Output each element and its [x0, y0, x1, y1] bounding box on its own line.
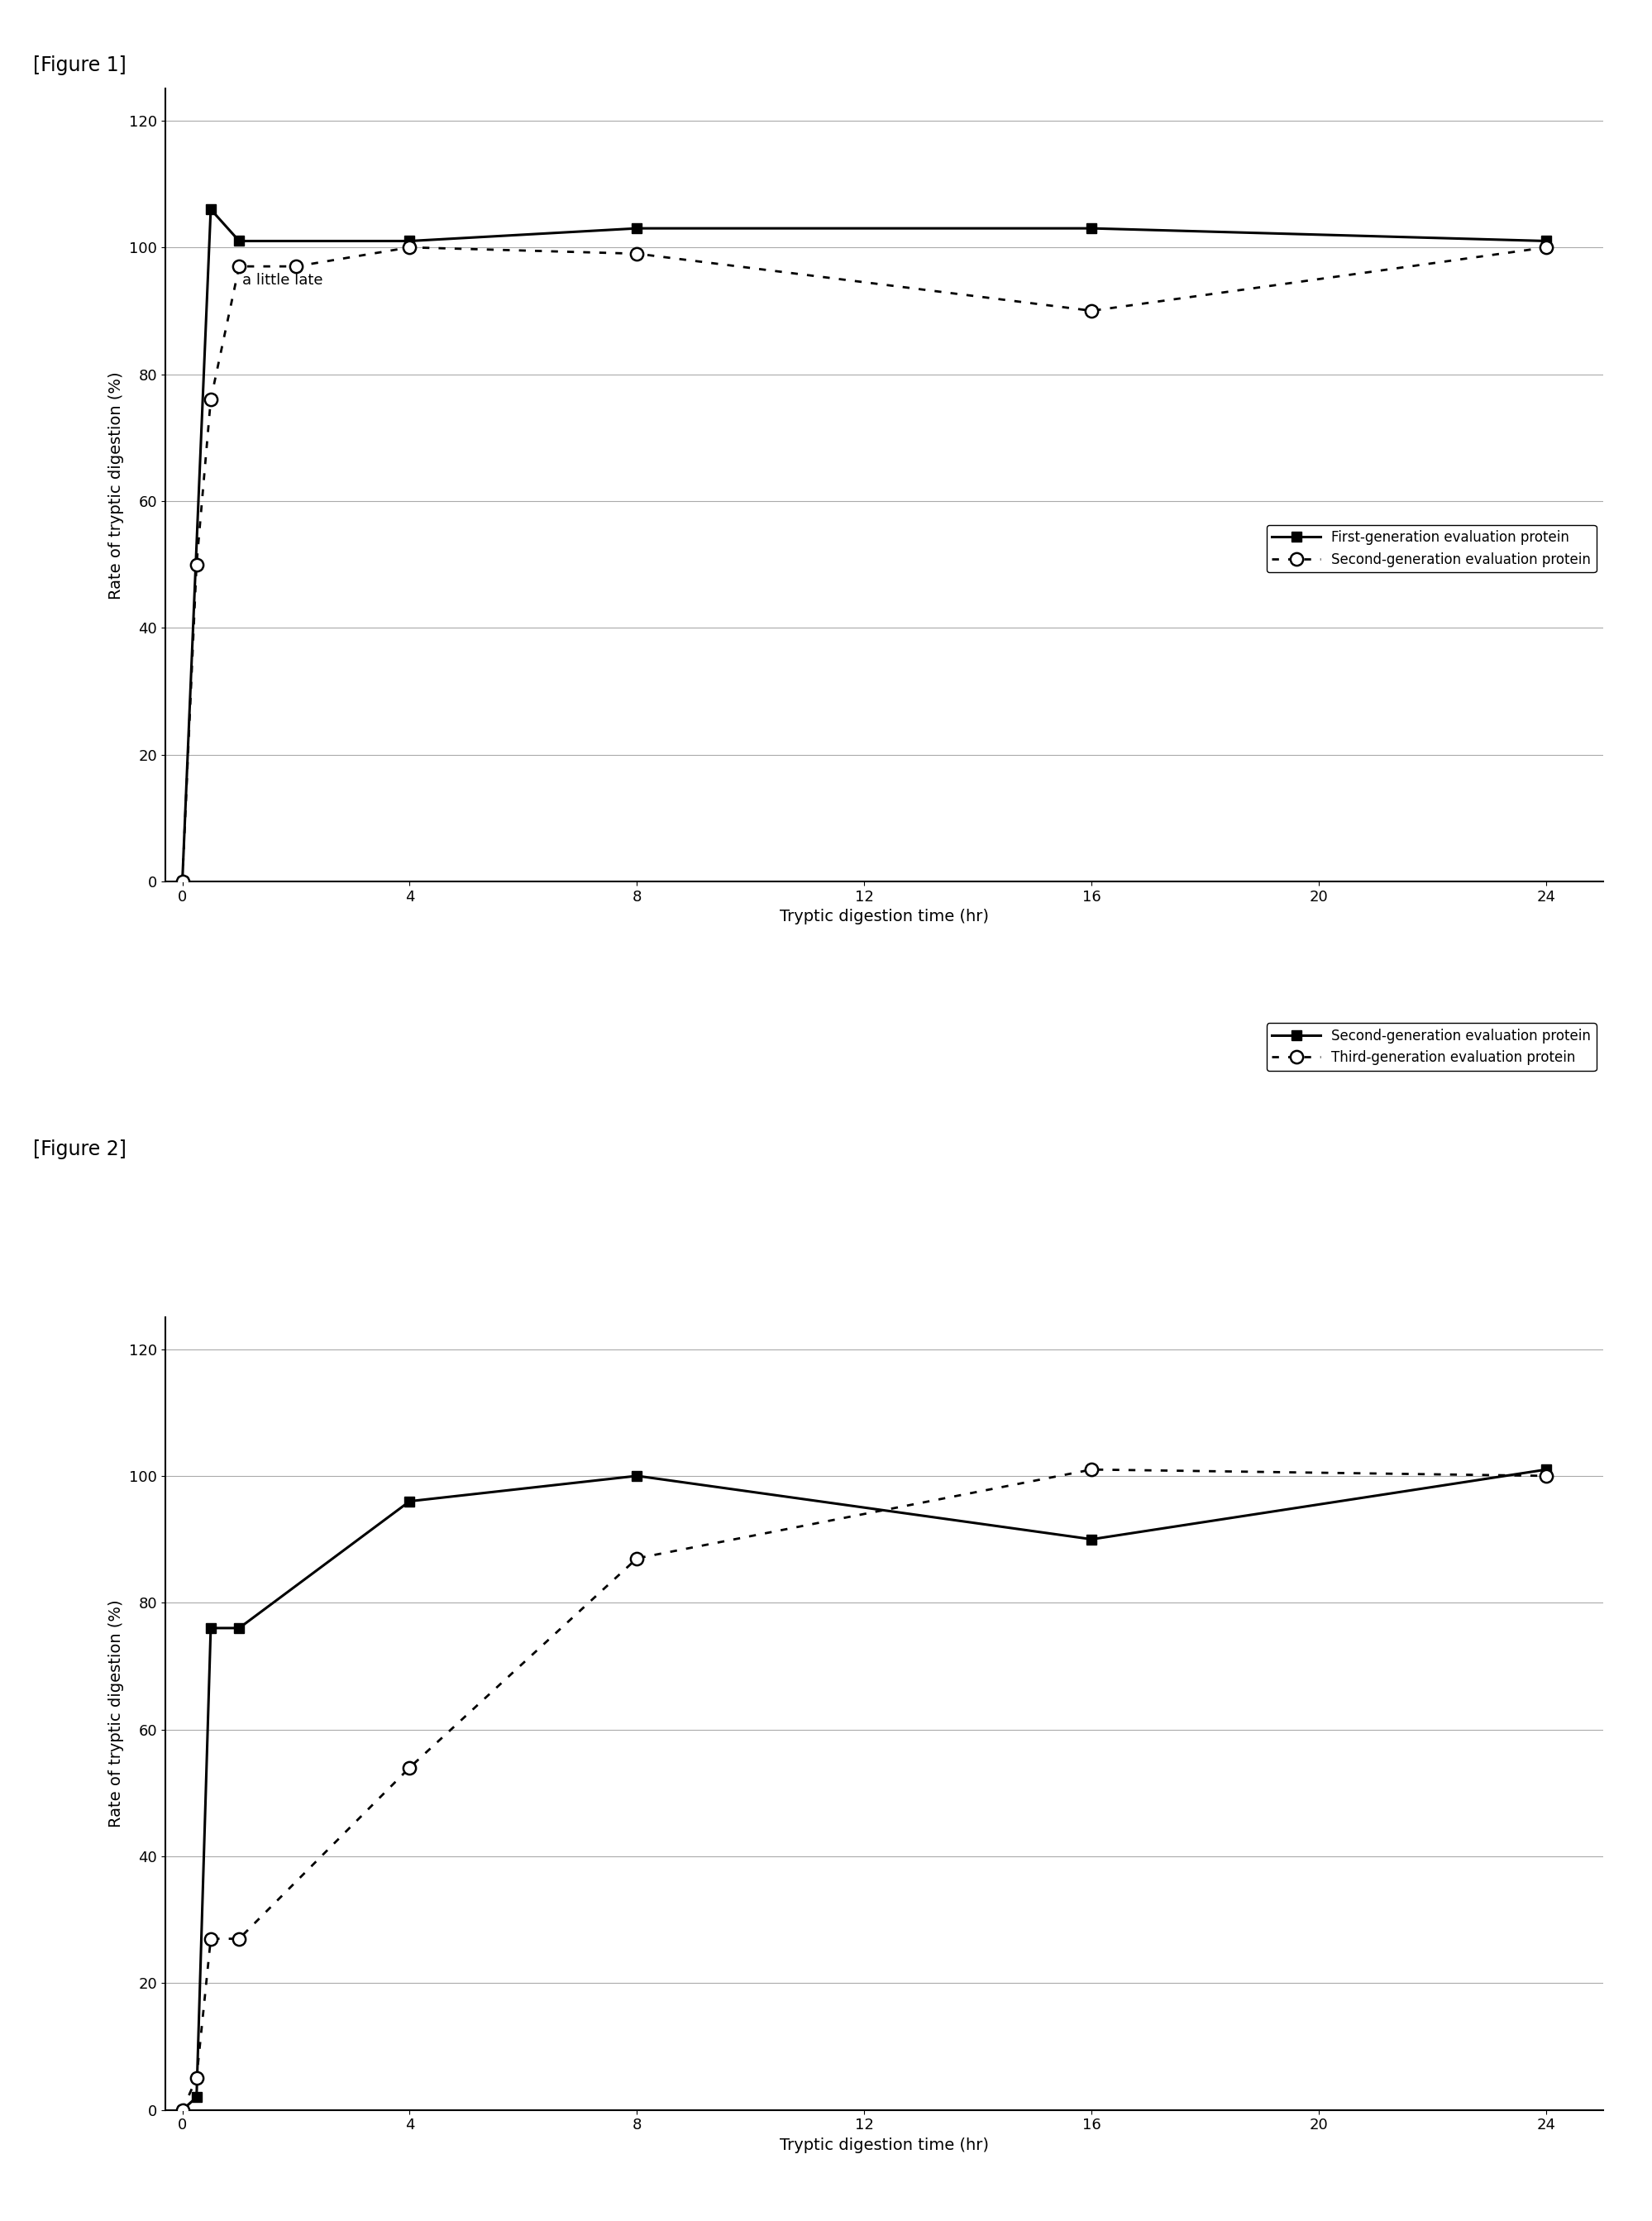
Second-generation evaluation protein: [400, 233, 420, 260]
Second-generation evaluation protein: [400, 1488, 420, 1515]
Third-generation evaluation protein: [1536, 1464, 1556, 1490]
Second-generation evaluation protein: [1536, 233, 1556, 260]
First-generation evaluation protein: [1082, 215, 1102, 242]
First-generation evaluation protein: [400, 229, 420, 255]
First-generation evaluation protein: [1536, 229, 1556, 255]
Y-axis label: Rate of tryptic digestion (%): Rate of tryptic digestion (%): [109, 1599, 124, 1828]
Line: Third-generation evaluation protein: Third-generation evaluation protein: [175, 1464, 1551, 2117]
Third-generation evaluation protein: [230, 1926, 249, 1952]
Second-generation evaluation protein: [187, 551, 206, 577]
Third-generation evaluation protein: [1082, 1457, 1102, 1484]
Second-generation evaluation protein: [230, 1615, 249, 1641]
Legend: First-generation evaluation protein, Second-generation evaluation protein: First-generation evaluation protein, Sec…: [1265, 524, 1596, 573]
X-axis label: Tryptic digestion time (hr): Tryptic digestion time (hr): [780, 2137, 988, 2152]
First-generation evaluation protein: [626, 215, 646, 242]
Second-generation evaluation protein: [626, 240, 646, 267]
First-generation evaluation protein: [230, 229, 249, 255]
Second-generation evaluation protein: [230, 253, 249, 280]
Y-axis label: Rate of tryptic digestion (%): Rate of tryptic digestion (%): [109, 371, 124, 600]
Third-generation evaluation protein: [187, 2066, 206, 2092]
Third-generation evaluation protein: [400, 1755, 420, 1781]
Text: [Figure 1]: [Figure 1]: [33, 56, 126, 76]
Line: First-generation evaluation protein: First-generation evaluation protein: [177, 204, 1551, 886]
First-generation evaluation protein: [202, 195, 221, 222]
Second-generation evaluation protein: [172, 868, 192, 895]
Line: Second-generation evaluation protein: Second-generation evaluation protein: [175, 242, 1551, 888]
Text: [Figure 2]: [Figure 2]: [33, 1139, 126, 1159]
Third-generation evaluation protein: [172, 2097, 192, 2123]
Third-generation evaluation protein: [626, 1546, 646, 1572]
Second-generation evaluation protein: [1536, 1457, 1556, 1484]
Text: a little late: a little late: [241, 273, 322, 287]
Second-generation evaluation protein: [286, 253, 306, 280]
Second-generation evaluation protein: [1082, 1526, 1102, 1552]
Legend: Second-generation evaluation protein, Third-generation evaluation protein: Second-generation evaluation protein, Th…: [1265, 1024, 1596, 1071]
Third-generation evaluation protein: [202, 1926, 221, 1952]
Second-generation evaluation protein: [172, 2097, 192, 2123]
Second-generation evaluation protein: [626, 1464, 646, 1490]
X-axis label: Tryptic digestion time (hr): Tryptic digestion time (hr): [780, 908, 988, 924]
Second-generation evaluation protein: [202, 1615, 221, 1641]
First-generation evaluation protein: [172, 868, 192, 895]
Line: Second-generation evaluation protein: Second-generation evaluation protein: [177, 1464, 1551, 2114]
Second-generation evaluation protein: [202, 386, 221, 413]
Second-generation evaluation protein: [1082, 298, 1102, 324]
Second-generation evaluation protein: [187, 2083, 206, 2110]
